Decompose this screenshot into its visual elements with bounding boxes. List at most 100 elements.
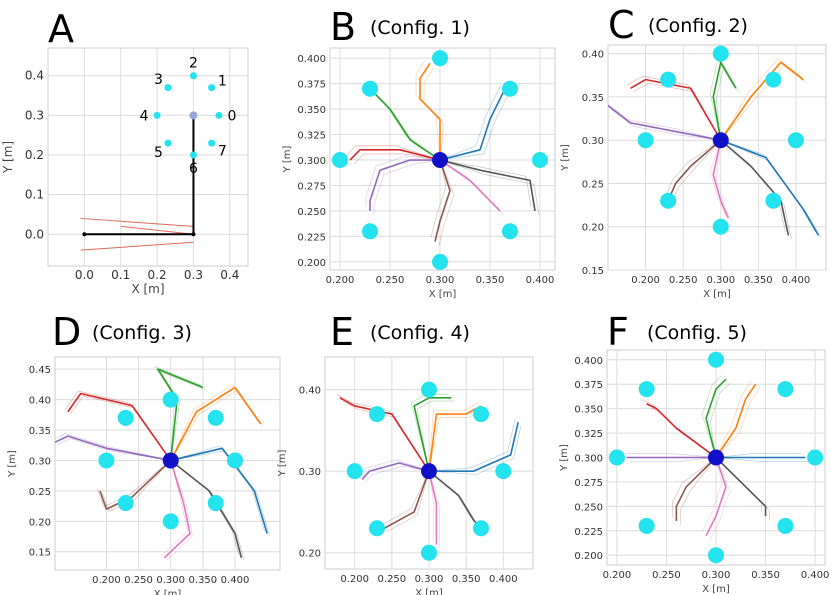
target-point (421, 544, 437, 561)
trajectory-line (715, 456, 767, 517)
trajectory-line (428, 405, 482, 472)
trajectory-line (170, 386, 262, 461)
panel-b: 0.200 0.250 0.300 0.350 0.400 0.200 0.225 0.250… (282, 5, 556, 300)
x-axis-label: X [m] (702, 584, 730, 595)
y-tick-label: 0.45 (29, 365, 51, 376)
target-point (189, 72, 197, 80)
trajectory-line (55, 435, 171, 462)
panel-title: (Config. 1) (370, 17, 470, 39)
trajectory-spread (358, 459, 430, 477)
trajectory-spread (159, 370, 206, 461)
arm-joint (191, 232, 196, 237)
y-tick-label: 0.0 (25, 227, 44, 241)
plot-area (336, 381, 522, 561)
target-point (777, 381, 794, 398)
trajectory-line (157, 368, 204, 461)
trajectory-spread (428, 402, 479, 472)
trajectory-spread (670, 139, 722, 205)
trajectory-line (349, 149, 441, 161)
x-tick-label: 0.300 (702, 570, 731, 581)
y-axis-label: Y [m] (559, 444, 570, 472)
target-point (117, 409, 134, 426)
trajectory-spread (439, 92, 510, 161)
panel-letter: E (330, 310, 354, 354)
trajectory-spread (373, 159, 441, 216)
trajectory-line (715, 383, 757, 458)
x-tick-label: 0.1 (111, 268, 130, 282)
trajectory-line (439, 159, 501, 212)
trajectory-spread (715, 453, 802, 458)
arm-link-line (120, 225, 194, 235)
center-point (432, 152, 448, 169)
trajectory-spread (428, 471, 440, 548)
trajectory-spread (709, 140, 726, 215)
target-point (369, 406, 385, 423)
trajectory-line (667, 139, 722, 202)
target-point (369, 520, 385, 537)
target-point (495, 463, 512, 480)
target-point (708, 351, 724, 368)
x-tick-label: 0.300 (426, 275, 455, 286)
y-tick-label: 0.40 (29, 396, 51, 407)
y-tick-label: 0.225 (297, 232, 326, 243)
y-axis-label: Y [m] (277, 449, 288, 477)
x-tick-label: 0.400 (782, 275, 811, 286)
panel-e: 0.200 0.250 0.300 0.350 0.400 0.20 0.30 0.40 X [… (277, 310, 534, 595)
trajectory-spread (166, 460, 193, 561)
target-point (765, 192, 782, 209)
trajectory-spread (439, 159, 532, 207)
trajectory-spread (439, 84, 502, 161)
arm-joint (82, 232, 87, 237)
x-tick-label: 0.300 (156, 575, 185, 586)
panel-a: 0.0 0.1 0.2 0.3 0.4 0.0 0.1 0.2 0.3 0.4 X [m] Y [m]… (1, 7, 249, 296)
trajectory-spread (630, 457, 717, 462)
trajectory-line (361, 462, 430, 480)
trajectory-spread (410, 394, 449, 472)
trajectory-spread (720, 58, 801, 141)
trajectory-spread (416, 400, 455, 472)
y-tick-label: 0.375 (297, 80, 326, 91)
x-tick-label: 0.2 (148, 268, 167, 282)
target-point (708, 547, 724, 564)
trajectory-line (439, 159, 536, 212)
x-tick-label: 0.350 (476, 275, 505, 286)
trajectory-spread (439, 159, 540, 216)
x-tick-label: 0.200 (340, 574, 369, 585)
trajectory-line (646, 403, 717, 459)
trajectory-line (419, 62, 441, 161)
panel-title: (Config. 2) (648, 15, 748, 37)
x-tick-label: 0.350 (452, 574, 481, 585)
target-point (164, 84, 172, 92)
x-tick-label: 0.300 (415, 574, 444, 585)
y-tick-label: 0.35 (582, 93, 604, 104)
arm-link-line (80, 241, 194, 251)
target-label: 2 (189, 56, 198, 72)
trajectory-spread (428, 471, 434, 542)
trajectory-spread (622, 453, 717, 458)
target-point (638, 517, 655, 534)
y-tick-label: 0.400 (574, 356, 603, 367)
trajectory-spread (430, 159, 447, 238)
target-label: 3 (154, 72, 163, 88)
target-point (637, 132, 654, 149)
y-axis-label: Y [m] (7, 450, 18, 478)
y-axis-label: Y [m] (560, 144, 571, 172)
x-axis-label: X [m] (703, 289, 731, 300)
y-tick-label: 0.200 (297, 258, 326, 269)
y-tick-label: 0.15 (29, 548, 51, 559)
y-axis-label: Y [m] (1, 141, 15, 174)
y-tick-label: 0.300 (574, 454, 603, 465)
trajectory-spread (709, 457, 731, 540)
target-point (162, 513, 179, 530)
y-tick-label: 0.325 (297, 131, 326, 142)
target-point (532, 152, 548, 169)
x-tick-label: 0.4 (220, 268, 239, 282)
x-tick-label: 0.350 (189, 575, 218, 586)
target-point (362, 80, 378, 97)
target-point (346, 463, 363, 480)
target-point (502, 80, 518, 97)
trajectory-line (434, 159, 451, 242)
y-tick-label: 0.275 (297, 181, 326, 192)
trajectory-spread (610, 108, 721, 141)
target-point (153, 111, 161, 119)
